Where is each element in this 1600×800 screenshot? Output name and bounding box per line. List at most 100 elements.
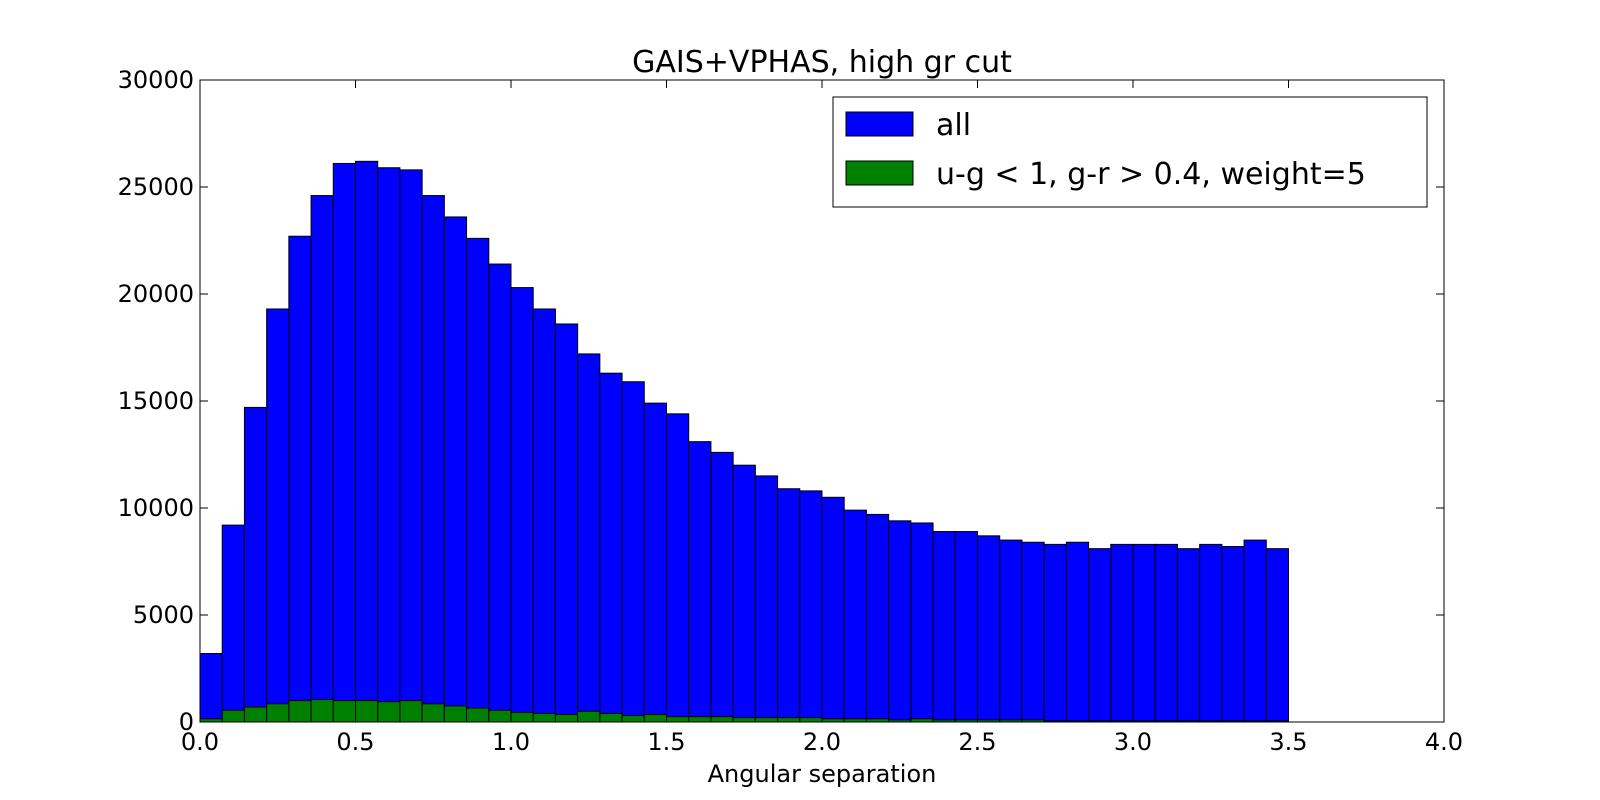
- y-axis: 0 5000 10000 15000 20000 25000 30000: [118, 66, 1444, 736]
- bar-all-6: [332, 162, 356, 723]
- bar-all-36: [999, 539, 1023, 723]
- bar-subset-26: [777, 717, 801, 723]
- bar-all-4: [288, 235, 312, 723]
- bar-subset-20: [643, 714, 667, 723]
- bar-subset-17: [577, 710, 601, 723]
- bar-all-27: [799, 490, 823, 723]
- bar-all-17: [577, 353, 601, 723]
- y-tick-label: 30000: [118, 66, 194, 94]
- series-subset-bars: [199, 699, 1290, 723]
- x-tick-label: 0.5: [336, 728, 374, 756]
- bar-all-5: [310, 195, 334, 723]
- bar-all-47: [1243, 539, 1267, 723]
- x-axis: 0.0 0.5 1.0 1.5 2.0 2.5 3.0 3.5 4.0: [181, 80, 1463, 756]
- bar-subset-8: [377, 701, 401, 723]
- bar-all-1: [221, 524, 245, 723]
- y-tick-label: 0: [179, 708, 194, 736]
- bar-all-37: [1021, 541, 1045, 723]
- bar-all-40: [1088, 548, 1112, 723]
- bar-all-45: [1199, 543, 1223, 723]
- bar-subset-12: [466, 707, 490, 723]
- y-tick-label: 20000: [118, 280, 194, 308]
- bar-subset-10: [421, 703, 445, 723]
- bar-subset-27: [799, 717, 823, 723]
- bar-all-35: [977, 535, 1001, 723]
- bar-all-33: [932, 531, 956, 723]
- bar-subset-5: [310, 699, 334, 723]
- bar-all-24: [732, 464, 756, 723]
- bar-subset-7: [355, 700, 379, 723]
- bar-all-32: [910, 522, 934, 723]
- bar-subset-2: [243, 706, 268, 723]
- bar-all-7: [355, 160, 379, 723]
- bar-all-2: [243, 406, 268, 723]
- bar-all-29: [843, 509, 867, 723]
- bar-all-12: [466, 237, 490, 723]
- series-all-bars: [199, 160, 1290, 723]
- bar-all-31: [888, 520, 912, 723]
- bar-subset-15: [532, 712, 556, 723]
- bar-all-22: [688, 441, 712, 723]
- bar-all-48: [1265, 548, 1290, 723]
- bar-subset-21: [666, 716, 690, 723]
- bar-all-43: [1154, 543, 1178, 723]
- bar-all-21: [666, 413, 690, 723]
- bar-subset-23: [710, 716, 734, 723]
- bar-all-14: [510, 287, 534, 723]
- x-tick-label: 3.5: [1269, 728, 1307, 756]
- y-tick-label: 5000: [133, 601, 194, 629]
- bar-all-19: [621, 381, 645, 723]
- bar-all-15: [532, 308, 556, 723]
- bar-all-10: [421, 195, 445, 723]
- bar-subset-9: [399, 700, 423, 723]
- bar-subset-22: [688, 716, 712, 723]
- bar-all-8: [377, 167, 401, 723]
- bar-all-3: [266, 308, 290, 723]
- bar-all-0: [199, 653, 223, 723]
- bar-subset-4: [288, 700, 312, 723]
- bar-subset-19: [621, 715, 645, 723]
- x-tick-label: 3.0: [1114, 728, 1152, 756]
- bar-subset-11: [443, 705, 468, 723]
- y-tick-label: 15000: [118, 387, 194, 415]
- legend-label: all: [936, 108, 971, 143]
- bar-all-20: [643, 402, 667, 723]
- legend: all u-g < 1, g-r > 0.4, weight=5: [832, 96, 1428, 208]
- x-tick-label: 1.5: [647, 728, 685, 756]
- bar-all-16: [554, 323, 579, 723]
- bar-subset-18: [599, 712, 623, 723]
- y-tick-label: 10000: [118, 494, 194, 522]
- bar-all-13: [488, 263, 512, 723]
- x-tick-label: 0.0: [181, 728, 219, 756]
- x-tick-label: 2.0: [803, 728, 841, 756]
- bar-all-30: [865, 513, 890, 723]
- bar-subset-16: [554, 714, 579, 723]
- bar-all-44: [1176, 548, 1201, 723]
- bar-all-26: [777, 488, 801, 723]
- bar-all-46: [1221, 546, 1245, 723]
- bar-subset-24: [732, 717, 756, 723]
- bar-subset-13: [488, 709, 512, 723]
- chart-title: GAIS+VPHAS, high gr cut: [632, 45, 1012, 80]
- bar-all-9: [399, 169, 423, 723]
- bar-all-11: [443, 216, 468, 723]
- bar-all-23: [710, 451, 734, 723]
- bar-all-39: [1065, 541, 1090, 723]
- x-tick-label: 2.5: [958, 728, 996, 756]
- legend-swatch: [845, 111, 914, 137]
- bar-subset-25: [754, 717, 779, 723]
- bar-all-42: [1132, 543, 1156, 723]
- bar-all-28: [821, 496, 845, 723]
- legend-box: [832, 96, 1428, 208]
- x-tick-label: 1.0: [492, 728, 530, 756]
- bar-subset-14: [510, 711, 534, 723]
- bar-all-38: [1043, 543, 1067, 723]
- x-axis-title: Angular separation: [708, 760, 937, 788]
- bar-all-41: [1110, 543, 1134, 723]
- y-tick-label: 25000: [118, 173, 194, 201]
- bar-all-34: [954, 531, 978, 723]
- x-tick-label: 4.0: [1425, 728, 1463, 756]
- bar-all-25: [754, 475, 779, 723]
- legend-swatch: [845, 160, 914, 186]
